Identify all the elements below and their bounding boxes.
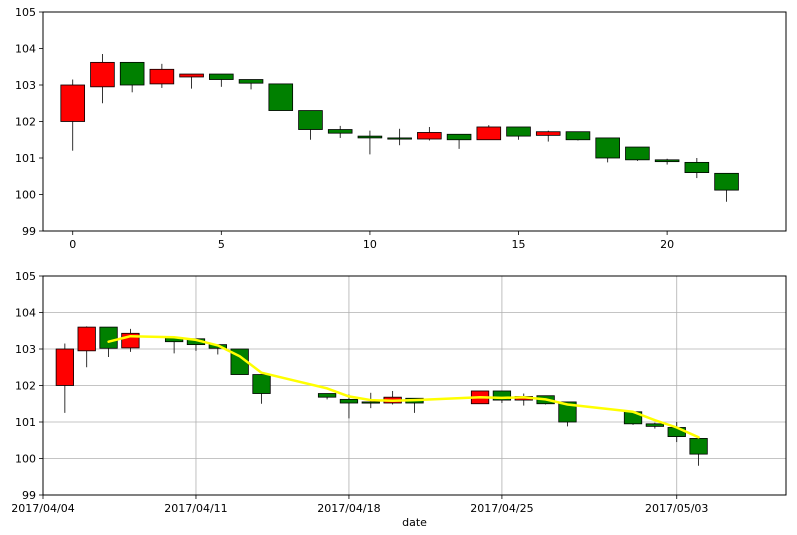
candle-body [179, 73, 204, 78]
y-tick-label: 102 [15, 116, 36, 129]
candle-body [268, 83, 294, 111]
candle [119, 61, 145, 93]
x-tick-label: 2017/05/03 [645, 502, 708, 515]
candle [179, 73, 204, 89]
candlestick-chart-top: 99 100 101 102 103 104 105 0 5 10 15 20 [15, 6, 787, 251]
candle-body [506, 126, 531, 137]
candle-body [60, 84, 86, 122]
candle [298, 110, 323, 140]
candle [317, 393, 337, 400]
x-tick-label: 2017/04/11 [164, 502, 227, 515]
y-tick-label: 99 [22, 225, 36, 238]
candle [149, 63, 175, 88]
y-tick-label: 104 [15, 307, 36, 320]
x-tick-label: 0 [69, 238, 76, 251]
candle [558, 401, 577, 427]
candle [339, 394, 359, 419]
candle [506, 126, 531, 140]
candlestick-chart-bottom: 99 100 101 102 103 104 105 2017/04/04 2017/04/11… [11, 270, 787, 529]
x-tick-label: 5 [218, 238, 225, 251]
candle [387, 128, 412, 146]
candle-body [339, 398, 359, 404]
candle-body [55, 348, 74, 386]
candle [645, 422, 665, 429]
candle [383, 390, 402, 405]
candle [268, 83, 294, 111]
candle-body [252, 374, 271, 394]
candle-body [238, 79, 264, 84]
x-tick-label: 20 [660, 238, 674, 251]
candle [60, 79, 86, 151]
candle-body [90, 61, 115, 88]
candle [689, 438, 708, 466]
candle-body [298, 110, 323, 130]
candle-body [357, 135, 383, 139]
candle-body [99, 326, 118, 349]
x-tick-label: 15 [512, 238, 526, 251]
y-tick-label: 105 [15, 6, 36, 19]
candle-body [417, 132, 442, 140]
candle [121, 328, 140, 352]
candle [684, 158, 710, 179]
y-tick-label: 103 [15, 343, 36, 356]
candle [654, 158, 680, 165]
x-tick-label: 2017/04/04 [11, 502, 74, 515]
candle [417, 126, 442, 141]
candle-body [714, 172, 739, 191]
candle [252, 374, 271, 404]
candle-body [317, 393, 337, 398]
candle-body [595, 137, 620, 159]
y-tick-label: 99 [22, 489, 36, 502]
y-tick-label: 100 [15, 453, 36, 466]
plot-frame [42, 11, 787, 232]
candle [625, 146, 650, 161]
candle-body [327, 129, 353, 134]
candle-body [77, 326, 96, 352]
candle-body [625, 146, 650, 161]
candle [90, 53, 115, 104]
candle [238, 79, 264, 90]
candle [476, 125, 502, 141]
candle [535, 130, 561, 142]
candle-body [689, 438, 708, 455]
x-tick-label: 10 [363, 238, 377, 251]
candle-body [119, 61, 145, 86]
candle [209, 73, 234, 87]
candle [164, 337, 184, 354]
y-tick-label: 104 [15, 43, 36, 56]
candle [77, 326, 96, 368]
x-tick-label: 2017/04/25 [470, 502, 533, 515]
candle-body [684, 161, 710, 174]
y-tick-label: 100 [15, 189, 36, 202]
moving-average-line [107, 334, 700, 439]
candle-body [535, 131, 561, 136]
candle-body [209, 73, 234, 80]
candle [357, 130, 383, 155]
candle-body [446, 133, 472, 141]
y-tick-label: 102 [15, 380, 36, 393]
candle [55, 343, 74, 413]
candle-body [645, 423, 665, 427]
y-tick-label: 101 [15, 152, 36, 165]
x-tick-label: 2017/04/18 [317, 502, 380, 515]
candle-body [565, 131, 591, 141]
candle [327, 125, 353, 138]
y-tick-label: 103 [15, 79, 36, 92]
candle-body [387, 137, 412, 140]
candle [714, 172, 739, 202]
candle-body [654, 159, 680, 163]
candle-body [476, 126, 502, 141]
candle [595, 137, 620, 163]
candle [514, 393, 533, 406]
candle-body [558, 401, 577, 423]
y-tick-label: 101 [15, 416, 36, 429]
x-axis-label: date [402, 516, 427, 529]
candle-body [361, 401, 380, 404]
candle [565, 131, 591, 141]
candle [446, 133, 472, 149]
candle-body [492, 390, 512, 401]
candle-body [149, 68, 175, 85]
y-tick-label: 105 [15, 270, 36, 283]
